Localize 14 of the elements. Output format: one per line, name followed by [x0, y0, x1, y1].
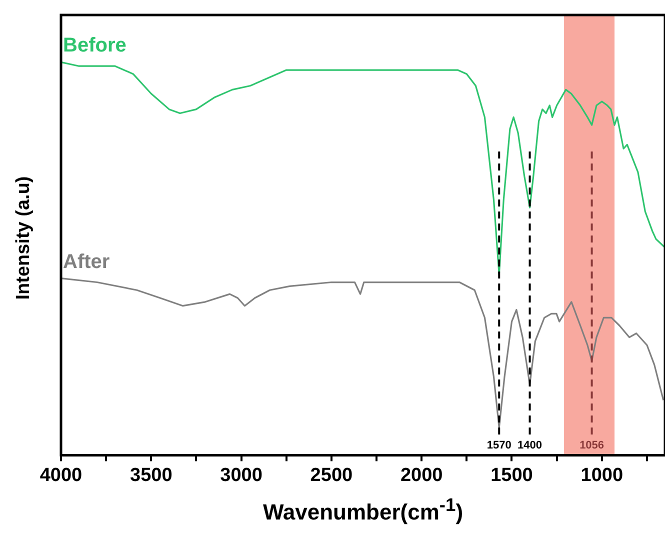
ref-line-label: 1056	[580, 440, 604, 452]
x-tick-label: 2000	[400, 464, 443, 486]
x-tick-label: 3500	[130, 464, 172, 486]
x-axis-title: Wavenumber(cm$^{-1}$)	[262, 494, 464, 526]
x-tick-label: 1500	[490, 464, 533, 486]
series-label: Before	[63, 34, 126, 57]
x-tick-label: 2500	[310, 464, 353, 486]
x-tick-label: 1000	[580, 464, 624, 486]
x-tick-label: 3000	[220, 464, 262, 486]
series-label: After	[63, 250, 110, 273]
x-tick-label: 4000	[40, 464, 82, 486]
ref-line-label: 1570	[486, 440, 512, 452]
y-axis-title: Intensity (a.u)	[13, 176, 35, 300]
ref-line-label: 1400	[518, 440, 542, 452]
